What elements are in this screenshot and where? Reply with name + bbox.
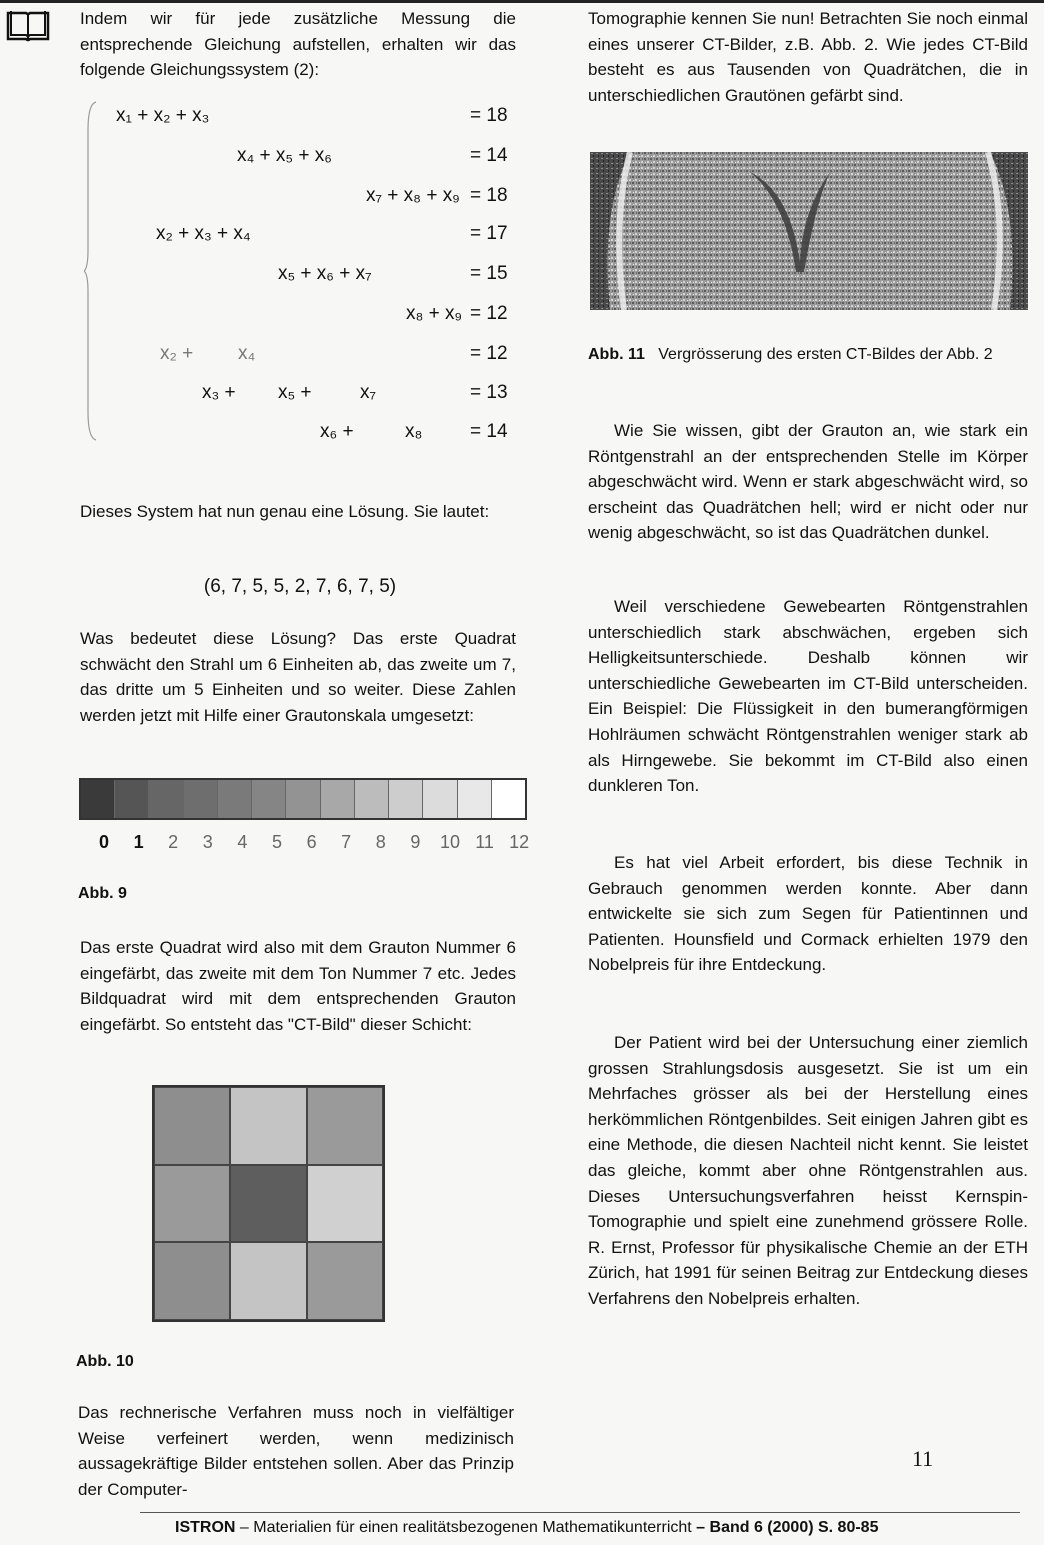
equation-2-rhs: = 14	[470, 145, 508, 166]
ct-grid-cell	[230, 1164, 307, 1243]
gray-scale-cell	[389, 780, 424, 818]
ct-grid-cell	[230, 1242, 307, 1320]
page-number: 11	[912, 1446, 934, 1471]
gray-scale-cell	[81, 780, 116, 818]
gray-scale-cell	[252, 780, 287, 818]
equation-4-rhs: = 17	[470, 223, 508, 244]
equation-4-lhs: x₂ + x₃ + x₄	[156, 223, 251, 244]
refine-paragraph: Das rechnerische Verfahren muss noch in …	[78, 1403, 514, 1499]
equation-7-rhs: = 12	[470, 343, 508, 364]
ct-grid-cell	[154, 1164, 231, 1243]
equation-8-rhs: = 13	[470, 382, 508, 403]
solution-vector: (6, 7, 5, 5, 2, 7, 6, 7, 5)	[203, 576, 397, 597]
gray-scale-labels: 0 1 2 3 4 5 6 7 8 9 10 11 12	[94, 832, 534, 854]
gray-scale-label: 5	[271, 832, 283, 852]
figure-11-caption: Abb. 11 Vergrösserung des ersten CT-Bild…	[588, 343, 1028, 367]
gray-scale-cell	[149, 780, 184, 818]
figure-9-caption: Abb. 9	[78, 885, 127, 902]
gray-scale-cell	[457, 780, 492, 818]
equation-7-term-a: x₂ +	[160, 343, 194, 364]
gray-scale-bar	[79, 778, 527, 820]
equation-6-rhs: = 12	[470, 303, 508, 324]
equation-1-lhs: x₁ + x₂ + x₃	[116, 105, 210, 126]
gray-scale-cell	[217, 780, 253, 818]
gray-scale-cell	[320, 780, 355, 818]
ct-grid-cell	[306, 1242, 383, 1320]
equation-1-rhs: = 18	[470, 105, 508, 126]
intro-paragraph: Indem wir für jede zusätzliche Messung d…	[80, 9, 516, 80]
gray-scale-label: 9	[410, 832, 421, 852]
top-rule	[0, 0, 1044, 3]
ct-image-grid	[152, 1085, 385, 1322]
gray-meaning-paragraph: Wie Sie wissen, gibt der Grauton an, wie…	[588, 421, 1028, 543]
equation-9-term-a: x₆ +	[320, 421, 354, 442]
footer-series: Materialien für einen realitätsbezogenen…	[253, 1519, 692, 1536]
footer-volume: – Band 6 (2000) S. 80-85	[691, 1519, 879, 1536]
footer-rule	[140, 1512, 1020, 1513]
ct-grid-cell	[306, 1164, 383, 1243]
gray-scale-cell	[183, 780, 218, 818]
equation-5-rhs: = 15	[470, 263, 508, 284]
gray-scale-label: 12	[509, 832, 530, 852]
equation-8-term-a: x₃ +	[202, 382, 236, 403]
ct-grid-cell	[154, 1087, 231, 1165]
book-icon	[6, 11, 50, 42]
ct-scan-enlargement-image	[590, 152, 1028, 310]
gray-scale-label: 10	[439, 832, 461, 852]
meaning-paragraph: Was bedeutet diese Lösung? Das erste Qua…	[80, 629, 516, 725]
figure-10-caption: Abb. 10	[76, 1353, 134, 1370]
equation-8-term-c: x₇	[360, 382, 377, 403]
equation-3-rhs: = 18	[470, 185, 508, 206]
gray-scale-label: 3	[202, 832, 213, 852]
footer-dash: –	[235, 1519, 254, 1536]
footer-brand: ISTRON	[175, 1519, 236, 1536]
gray-scale-label: 8	[375, 832, 386, 852]
equation-7-term-b: x₄	[238, 343, 256, 364]
gray-scale-cell	[115, 780, 150, 818]
nobel-paragraph: Es hat viel Arbeit erfordert, bis diese …	[588, 853, 1028, 975]
equation-9-term-b: x₈	[405, 421, 423, 442]
gray-scale-label: 0	[98, 832, 110, 852]
ct-grid-cell	[306, 1087, 383, 1165]
ct-grid-cell	[230, 1087, 307, 1165]
footer: ISTRON – Materialien für einen realitäts…	[175, 1519, 1015, 1537]
gray-scale-label: 7	[341, 832, 352, 852]
figure-11-text: Vergrösserung des ersten CT-Bildes der A…	[658, 346, 993, 363]
gray-scale-cell	[423, 780, 458, 818]
gray-scale-label: 4	[237, 832, 248, 852]
figure-11-label: Abb. 11	[588, 346, 645, 363]
tissue-paragraph: Weil verschiedene Gewebearten Röntgenstr…	[588, 597, 1028, 796]
gray-scale-cell	[286, 780, 321, 818]
gray-scale-label: 2	[168, 832, 179, 852]
gray-scale-label: 11	[475, 832, 494, 852]
gray-scale-cell	[354, 780, 390, 818]
equation-2-lhs: x₄ + x₅ + x₆	[237, 145, 332, 166]
gray-scale-label: 6	[306, 832, 317, 852]
ct-grid-cell	[154, 1242, 231, 1320]
coloring-paragraph: Das erste Quadrat wird also mit dem Grau…	[80, 938, 516, 1034]
equation-6-lhs: x₈ + x₉	[406, 303, 463, 324]
right-intro-paragraph: Tomographie kennen Sie nun! Betrachten S…	[588, 9, 1028, 105]
solution-intro: Dieses System hat nun genau eine Lösung.…	[80, 502, 490, 521]
equation-8-term-b: x₅ +	[278, 382, 312, 403]
equation-3-lhs: x₇ + x₈ + x₉	[366, 185, 460, 206]
gray-scale-label: 1	[133, 832, 144, 852]
mri-paragraph: Der Patient wird bei der Untersuchung ei…	[588, 1033, 1028, 1308]
brace-icon	[84, 101, 97, 441]
equation-9-rhs: = 14	[470, 421, 508, 442]
equation-5-lhs: x₅ + x₆ + x₇	[278, 263, 372, 284]
gray-scale-cell	[491, 780, 526, 818]
